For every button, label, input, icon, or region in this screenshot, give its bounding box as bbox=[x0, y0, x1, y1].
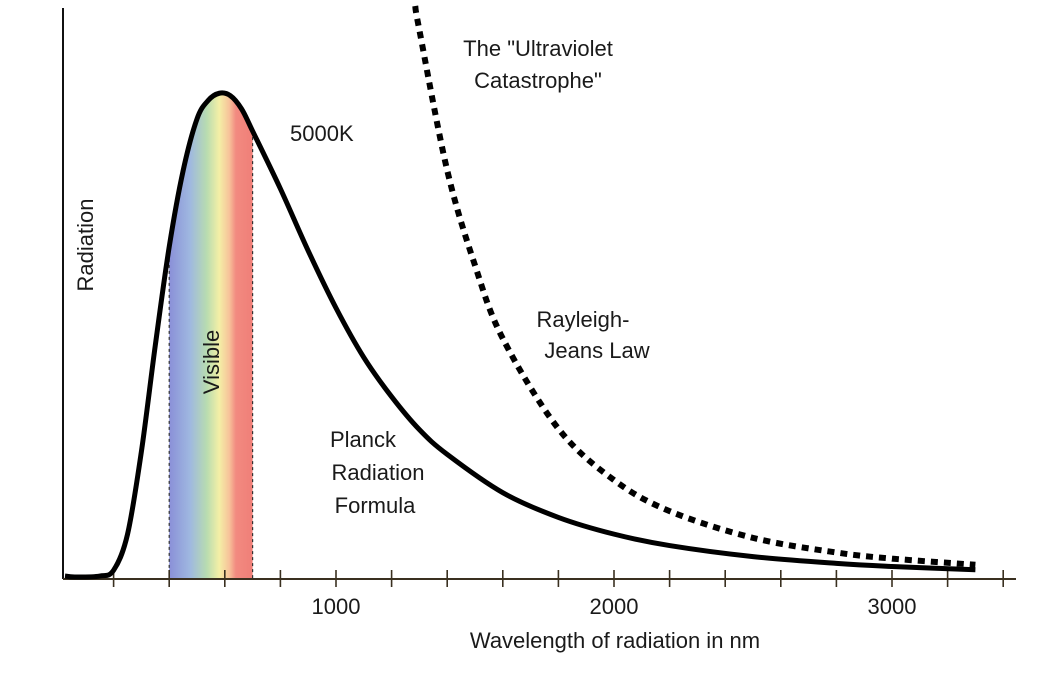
annotation-line: 5000K bbox=[290, 121, 354, 146]
annotation-rayleigh-jeans: Rayleigh- Jeans Law bbox=[537, 307, 650, 363]
annotation-line: Radiation bbox=[332, 460, 425, 485]
visible-spectrum-fill bbox=[169, 92, 253, 578]
annotation-ultraviolet-catastrophe: The "Ultraviolet Catastrophe" bbox=[463, 36, 613, 93]
annotation-temperature: 5000K bbox=[290, 121, 354, 146]
annotation-line: Catastrophe" bbox=[474, 68, 602, 93]
rayleigh-jeans-curve bbox=[412, 5, 976, 568]
x-tick-label: 2000 bbox=[590, 594, 639, 619]
visible-band-label: Visible bbox=[199, 330, 224, 394]
annotation-line: The "Ultraviolet bbox=[463, 36, 613, 61]
annotation-line: Formula bbox=[335, 493, 416, 518]
planck-curve bbox=[64, 90, 976, 580]
x-axis-label: Wavelength of radiation in nm bbox=[470, 628, 760, 653]
x-axis-ticks bbox=[112, 570, 1005, 587]
annotation-line: Jeans Law bbox=[544, 338, 649, 363]
annotation-planck: Planck Radiation Formula bbox=[330, 427, 425, 518]
annotation-line: Rayleigh- bbox=[537, 307, 630, 332]
visible-spectrum-band bbox=[168, 92, 254, 578]
annotation-line: Planck bbox=[330, 427, 397, 452]
y-axis-label: Radiation bbox=[73, 199, 98, 292]
x-tick-label: 1000 bbox=[312, 594, 361, 619]
x-tick-label: 3000 bbox=[868, 594, 917, 619]
